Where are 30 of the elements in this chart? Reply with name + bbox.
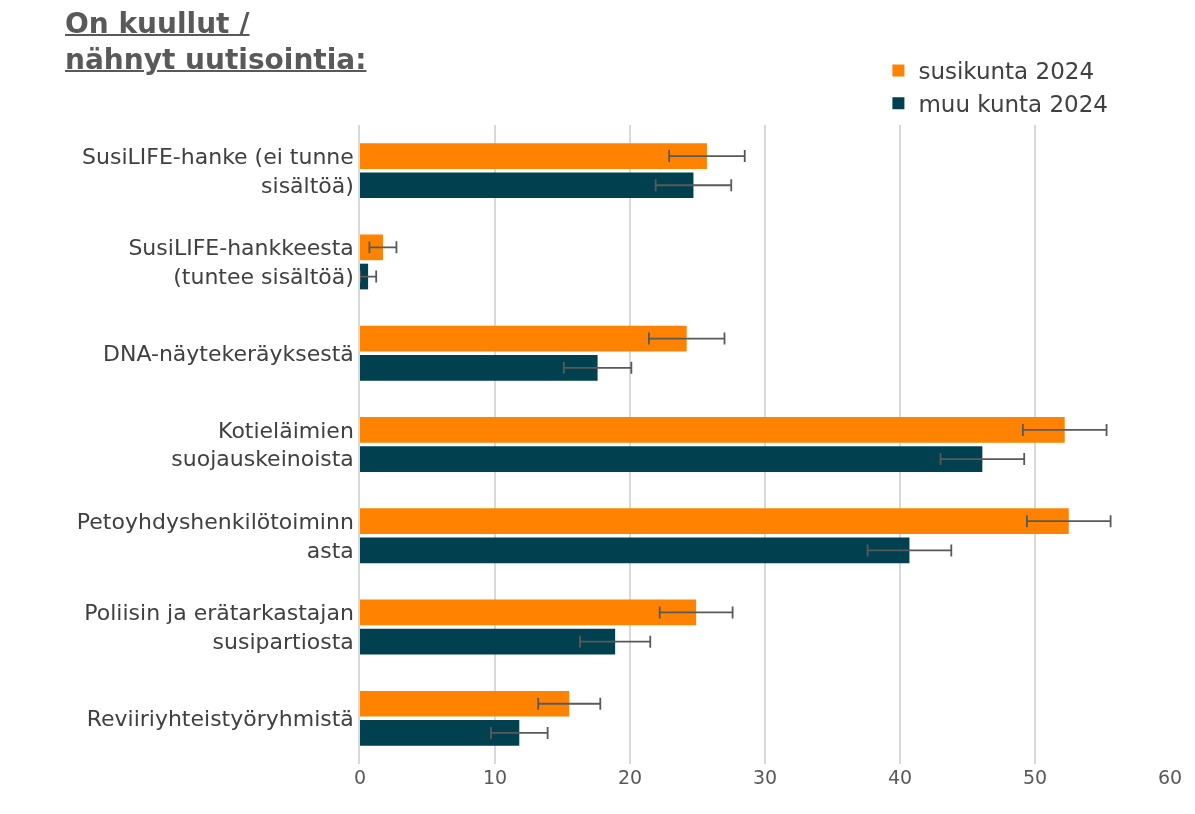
x-tick-label: 30 xyxy=(752,766,778,788)
bar xyxy=(360,446,983,472)
y-tick-label: SusiLIFE-hanke (ei tunne sisältöä) xyxy=(82,144,354,198)
x-tick-label: 0 xyxy=(353,766,367,788)
bar xyxy=(360,628,616,655)
y-tick-label: DNA-näytekeräyksestä xyxy=(102,340,354,366)
legend-label: muu kunta 2024 xyxy=(918,91,1108,118)
x-tick-label: 50 xyxy=(1022,766,1048,788)
bar xyxy=(360,508,1069,535)
x-tick-label: 60 xyxy=(1157,766,1183,788)
y-tick-label: Reviiriyhteistyöryhmistä xyxy=(86,706,354,732)
y-tick-label: Kotieläimien suojauskeinoista xyxy=(171,417,354,472)
y-tick-label: SusiLIFE-hankkeesta (tuntee sisältöä) xyxy=(128,235,354,289)
bar xyxy=(360,354,598,381)
bar xyxy=(360,417,1065,443)
bar xyxy=(360,234,383,261)
bar xyxy=(360,172,694,199)
x-tick-label: 20 xyxy=(617,766,643,788)
y-tick-label: Petoyhdyshenkilötoiminnasta xyxy=(76,509,354,563)
bar xyxy=(360,720,520,746)
chart-title: On kuullut / nähnyt uutisointia: xyxy=(65,6,367,79)
legend-label: susikunta 2024 xyxy=(918,58,1095,85)
bar xyxy=(360,143,707,169)
bar xyxy=(360,690,570,717)
bar xyxy=(360,599,697,626)
y-tick-label: Poliisin ja erätarkastajan susipartiosta xyxy=(84,600,354,655)
bar xyxy=(360,325,687,352)
x-tick-label: 40 xyxy=(887,766,913,788)
x-tick-label: 10 xyxy=(482,766,508,788)
bar xyxy=(360,537,910,564)
